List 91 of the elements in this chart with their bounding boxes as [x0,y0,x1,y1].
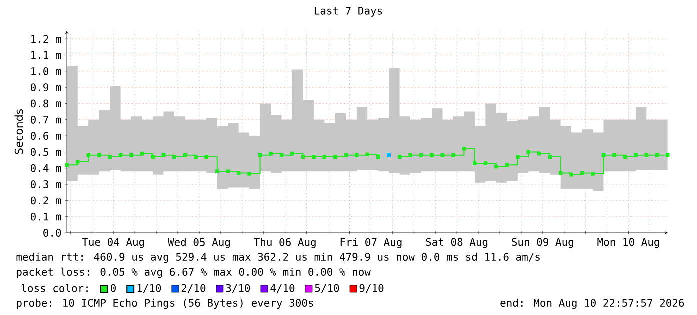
y-tick-label: 0.8 m [31,100,62,108]
point [656,154,660,158]
point [258,154,262,158]
y-tick-label: 0.6 m [31,132,62,140]
y-tick-label: 1.2 m [32,35,62,43]
point [354,154,359,158]
x-tick-label: Mon 10 Aug [598,238,660,248]
point [644,154,649,158]
point [570,172,574,177]
point [194,155,198,159]
legend-label: 0 [111,284,116,292]
y-tick-label: 0.5 m [31,148,62,156]
point [151,155,155,159]
point [280,154,284,158]
point [301,155,306,159]
text: median rtt: 460.9 us avg 529.4 us max 362.2 us min 479.9 us now 0.0 ms sd 11.6 am/s [16,252,540,264]
y-tick-label: 1.0 m [32,67,62,76]
point [473,162,477,166]
y-tick-label: 0.4 m [31,164,62,172]
chart-title: Last 7 Days [314,7,382,17]
point [248,172,252,176]
point [430,154,434,158]
legend-label: 9/10 [360,284,384,294]
point [215,170,220,174]
legend-title: loss color: [22,284,88,292]
point [366,152,370,157]
point [322,155,327,159]
point [666,154,670,158]
point [376,155,380,159]
point [204,155,209,159]
text: probe: 10 ICMP Echo Pings (56 Bytes) every 300s [17,298,314,310]
point [108,155,112,159]
point [602,154,606,158]
point [97,154,102,158]
point [505,163,510,168]
point [162,154,166,158]
point [419,154,424,158]
point [452,154,456,158]
point [226,170,230,174]
text: end: Mon Aug 10 22:57:57 2026 [500,298,684,310]
legend-label: 3/10 [226,284,250,294]
point [236,171,241,176]
point [537,152,542,156]
point [623,155,628,159]
y-tick-label: 0.0 [44,229,62,237]
point [172,155,176,159]
x-tick-label: Sat 08 Aug [426,238,488,248]
text: packet loss: 0.05 % avg 6.67 % max 0.00 % min 0.00 % now [17,268,371,278]
y-tick-label: 0.2 m [31,196,62,205]
point [86,154,90,158]
legend-label: 4/10 [270,284,295,294]
point [269,152,273,156]
x-tick-label: Thu 06 Aug [254,238,316,248]
point [462,147,466,151]
point [312,155,316,159]
point [591,172,595,176]
x-tick-label: Wed 05 Aug [168,238,230,248]
point [65,163,70,168]
y-tick-label: 1.1 m [32,51,62,60]
point [290,152,294,156]
y-tick-label: 0.1 m [31,212,62,221]
legend-label: 1/10 [138,284,162,294]
point [130,154,134,158]
point [484,162,488,166]
point [516,155,520,159]
point [558,171,563,176]
legend-label: 5/10 [315,284,340,294]
point [526,150,530,154]
x-tick-label: Sun 09 Aug [512,238,574,248]
point [140,152,144,156]
y-tick-label: 0.3 m [31,180,62,188]
point [494,164,498,169]
y-tick-label: 0.7 m [31,116,62,124]
point [398,155,402,159]
point [548,155,552,159]
point [387,154,391,158]
x-tick-label: Tue 04 Aug [82,238,144,248]
point [580,171,584,176]
point [440,154,445,158]
legend-label: 2/10 [182,284,206,294]
point [334,155,338,159]
y-tick-label: 0.9 m [31,84,62,92]
point [183,154,188,158]
point [634,154,638,158]
x-tick-label: Fri 07 Aug [340,238,402,248]
point [612,154,616,158]
point [76,160,80,164]
point [408,154,412,158]
point [344,154,348,158]
y-axis-title: Seconds [14,110,24,154]
point [118,154,123,158]
